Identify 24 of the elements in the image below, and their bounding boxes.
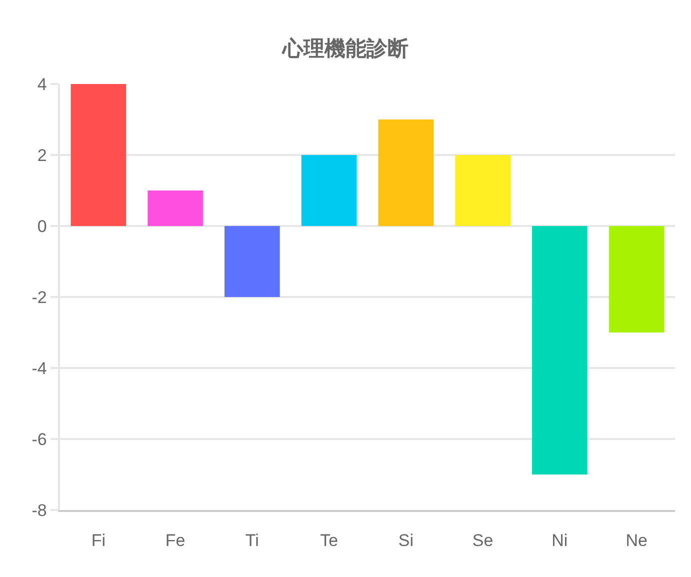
y-tick-label: -6 [32,430,47,449]
y-tick-label: 0 [37,216,47,236]
y-tick-label: -4 [32,358,47,378]
x-tick-label: Fe [165,531,186,550]
bar [378,120,434,226]
x-tick-label: Ne [626,531,648,550]
x-tick-label: Ti [245,531,259,550]
y-tick-label: 2 [37,146,47,165]
chart-title: 心理機能診断 [282,36,408,60]
x-tick-label: Si [398,531,414,550]
x-tick-label: Se [472,531,494,550]
y-tick-label: -8 [32,500,47,520]
x-tick-label: Te [320,531,338,550]
bar [148,190,203,226]
x-tick-label: Ni [552,531,568,550]
bar [532,226,588,474]
y-tick-label: 4 [37,74,47,94]
bar [301,155,357,226]
bar [455,155,510,226]
y-tick-label: -2 [32,288,47,307]
bar [608,226,664,332]
bar [70,84,126,226]
x-tick-label: Fi [91,531,106,550]
bar [224,226,280,297]
